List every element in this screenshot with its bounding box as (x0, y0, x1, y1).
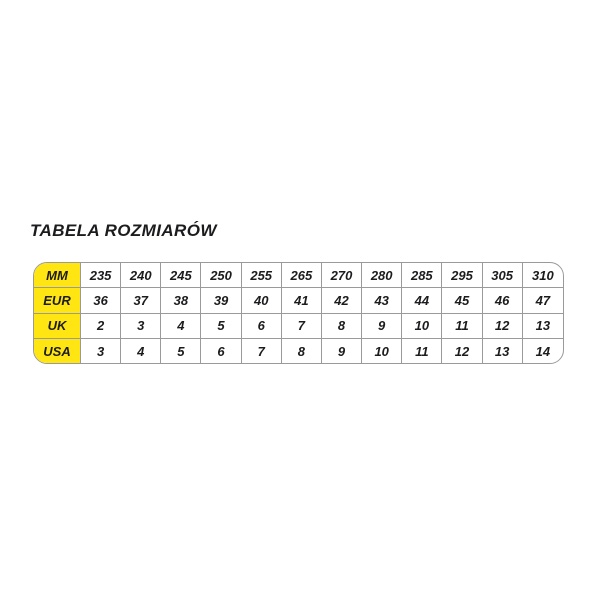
size-value-cell: 295 (442, 263, 483, 289)
page-title: TABELA ROZMIARÓW (30, 221, 217, 240)
size-value-cell: 36 (81, 288, 122, 314)
size-value-cell: 6 (201, 339, 242, 363)
size-value-cell: 37 (121, 288, 162, 314)
size-value-cell: 39 (201, 288, 242, 314)
size-value-cell: 6 (241, 313, 282, 340)
size-value-cell: 41 (281, 288, 322, 314)
size-value-cell: 5 (161, 339, 202, 363)
table-row: USA 3 4 5 6 7 8 9 10 11 12 13 14 (34, 339, 563, 363)
size-value-cell: 9 (362, 313, 403, 340)
row-header-cell: USA (34, 339, 81, 363)
size-value-cell: 42 (321, 288, 363, 314)
row-header-cell: UK (34, 313, 81, 340)
size-value-cell: 12 (442, 339, 483, 363)
size-value-cell: 265 (281, 263, 322, 289)
size-table: MM 235 240 245 250 255 265 270 280 285 295 305 310 EU… (34, 263, 563, 363)
size-value-cell: 2 (81, 313, 122, 340)
size-value-cell: 46 (482, 288, 523, 314)
size-value-cell: 43 (362, 288, 403, 314)
size-table-container: MM 235 240 245 250 255 265 270 280 285 295 305 310 EU… (33, 262, 564, 364)
size-value-cell: 38 (161, 288, 202, 314)
size-value-cell: 44 (402, 288, 443, 314)
row-header-cell: EUR (34, 288, 81, 314)
size-value-cell: 3 (121, 313, 162, 340)
size-value-cell: 12 (482, 313, 523, 340)
size-value-cell: 10 (362, 339, 403, 363)
size-value-cell: 280 (362, 263, 403, 289)
size-value-cell: 13 (522, 314, 563, 340)
size-value-cell: 10 (402, 313, 443, 340)
size-value-cell: 255 (241, 263, 282, 289)
size-value-cell: 305 (482, 263, 523, 289)
size-value-cell: 13 (483, 339, 523, 363)
size-value-cell: 40 (241, 288, 282, 314)
size-value-cell: 285 (402, 263, 443, 289)
size-value-cell: 8 (321, 313, 363, 340)
size-value-cell: 4 (121, 339, 162, 363)
size-value-cell: 235 (81, 263, 122, 289)
size-value-cell: 3 (81, 339, 122, 363)
size-value-cell: 45 (442, 288, 483, 314)
size-value-cell: 240 (121, 263, 162, 289)
size-value-cell: 270 (321, 263, 363, 289)
size-value-cell: 8 (282, 339, 322, 363)
row-header-cell: MM (34, 263, 81, 289)
table-row: EUR 36 37 38 39 40 41 42 43 44 45 46 47 (34, 288, 563, 314)
size-table-body: MM 235 240 245 250 255 265 270 280 285 295 305 310 EU… (34, 263, 563, 363)
size-value-cell: 250 (201, 263, 242, 289)
size-value-cell: 310 (522, 263, 563, 289)
size-value-cell: 47 (522, 288, 563, 314)
size-value-cell: 7 (281, 313, 322, 340)
size-value-cell: 245 (161, 263, 202, 289)
size-value-cell: 5 (201, 313, 242, 340)
size-value-cell: 4 (161, 313, 202, 340)
size-value-cell: 9 (322, 339, 363, 363)
size-value-cell: 11 (442, 313, 483, 340)
size-value-cell: 14 (535, 343, 551, 359)
table-row: MM 235 240 245 250 255 265 270 280 285 295 305 310 (34, 263, 563, 289)
size-value-cell: 7 (242, 339, 282, 363)
table-row: UK 2 3 4 5 6 7 8 9 10 11 12 13 (34, 313, 563, 340)
size-value-cell: 11 (402, 339, 443, 363)
